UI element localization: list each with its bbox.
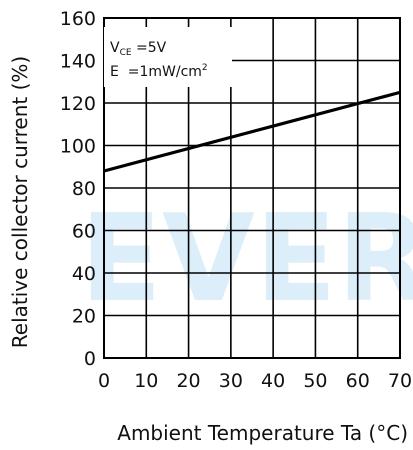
x-tick-label: 0 <box>98 370 110 392</box>
conditions-box <box>104 27 232 87</box>
y-tick-label: 20 <box>72 306 96 328</box>
y-tick-label: 40 <box>72 263 96 285</box>
watermark: EVER <box>80 190 413 329</box>
y-tick-label: 140 <box>60 51 96 73</box>
x-tick-label: 50 <box>303 370 327 392</box>
x-axis-title: Ambient Temperature Ta (°C) <box>117 421 408 445</box>
y-tick-label: 60 <box>72 221 96 243</box>
x-tick-label: 60 <box>346 370 370 392</box>
condition-vce: VCE =5V <box>110 40 167 58</box>
plot-frame <box>103 17 401 359</box>
y-tick-label: 80 <box>72 178 96 200</box>
x-tick-label: 70 <box>388 370 412 392</box>
y-tick-label: 100 <box>60 136 96 158</box>
y-tick-label: 120 <box>60 93 96 115</box>
x-tick-label: 10 <box>134 370 158 392</box>
y-axis-title: Relative collector current (%) <box>8 56 32 348</box>
y-tick-labels: 0 20 40 60 80 100 120 140 160 <box>60 8 96 370</box>
y-tick-label: 160 <box>60 8 96 30</box>
x-tick-labels: 0 10 20 30 40 50 60 70 <box>98 370 412 392</box>
series-line <box>103 90 401 173</box>
x-tick-label: 20 <box>176 370 200 392</box>
series-group <box>103 90 401 173</box>
x-tick-label: 40 <box>261 370 285 392</box>
y-tick-label: 0 <box>84 348 96 370</box>
condition-irradiance: E =1mW/cm2 <box>110 63 208 80</box>
x-tick-label: 30 <box>219 370 243 392</box>
